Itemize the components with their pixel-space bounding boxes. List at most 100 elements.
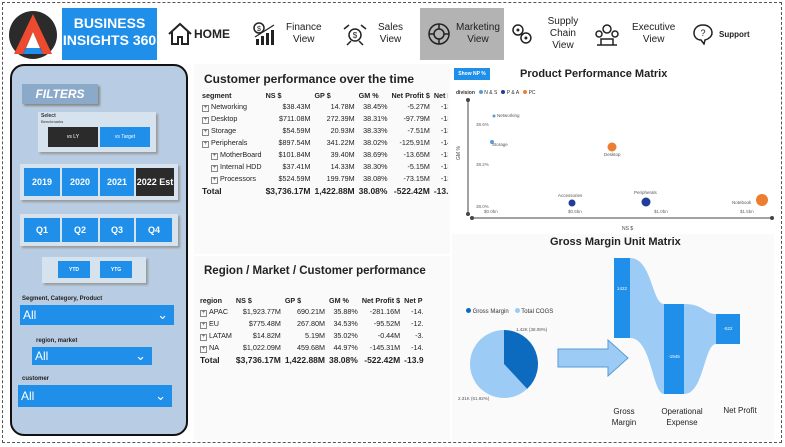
- cell-np: -7.51M: [407, 126, 430, 135]
- quarter-q3-button[interactable]: Q3: [100, 218, 134, 242]
- customer-dropdown[interactable]: All ⌄: [18, 385, 172, 407]
- point-networking[interactable]: [492, 114, 496, 118]
- row-name: APAC: [209, 307, 229, 316]
- col-ns[interactable]: NS $: [265, 91, 282, 100]
- region-performance-table[interactable]: region NS $ GP $ GM % Net Profit $ Net P…: [198, 295, 448, 375]
- chevron-down-icon: ⌄: [135, 348, 146, 363]
- expand-icon[interactable]: +: [200, 310, 207, 317]
- expand-icon[interactable]: +: [211, 153, 218, 160]
- table-row[interactable]: + LATAM $14.82M 5.19M 35.02% -0.44M -3.: [198, 330, 426, 342]
- cell-gp: 39.40M: [330, 150, 355, 159]
- col-gp[interactable]: GP $: [314, 91, 331, 100]
- expand-icon[interactable]: +: [200, 322, 207, 329]
- nav-support[interactable]: ? Support: [692, 8, 772, 60]
- nav-executive-label-1: Executive: [632, 22, 676, 33]
- col-net-profit-pct[interactable]: Net P: [404, 296, 423, 305]
- legend-pc-label: PC: [528, 90, 536, 96]
- region-dropdown[interactable]: All ⌄: [32, 347, 152, 365]
- segment-dropdown[interactable]: All ⌄: [20, 305, 174, 325]
- col-net-profit[interactable]: Net Profit $: [361, 296, 401, 305]
- pie-slice-total-cogs[interactable]: [470, 330, 528, 398]
- customer-performance-table[interactable]: segment NS $ GP $ GM % Net Profit $ Net …: [200, 90, 448, 250]
- col-gm[interactable]: GM %: [328, 296, 349, 305]
- table-row[interactable]: + Peripherals $897.54M 341.22M 38.02% -125.91…: [200, 137, 448, 149]
- period-ytg-button[interactable]: YTG: [100, 261, 132, 278]
- point-accessories[interactable]: [568, 199, 576, 207]
- table-row[interactable]: + APAC $1,923.77M 690.21M 35.88% -281.16M -14.: [198, 306, 426, 318]
- col-net-profit-pct[interactable]: Net P: [433, 91, 448, 100]
- table-row[interactable]: + MotherBoard $101.84M 39.40M 38.69% -13.65M -…: [200, 149, 448, 161]
- expand-icon[interactable]: +: [211, 165, 218, 172]
- nav-executive-view[interactable]: Executive View: [594, 8, 684, 60]
- benchmark-vs-ly[interactable]: vs LY: [48, 127, 98, 147]
- table-row[interactable]: +Desktop $711.08M 272.39M 38.31% -97.79M -13.: [200, 113, 448, 125]
- period-ytd-button[interactable]: YTD: [58, 261, 90, 278]
- benchmark-vs-target[interactable]: vs Target: [100, 127, 150, 147]
- expand-icon[interactable]: +: [200, 346, 207, 353]
- ribbon-bar-gross-margin[interactable]: [614, 258, 630, 338]
- year-2020-button[interactable]: 2020: [62, 168, 98, 196]
- expand-icon[interactable]: +: [200, 334, 207, 341]
- cell-npp: -12.: [411, 319, 424, 328]
- nav-marketing-view[interactable]: Marketing View: [420, 8, 504, 60]
- nav-home-label: HOME: [194, 27, 230, 41]
- nav-finance-view[interactable]: $ Finance View: [252, 8, 332, 60]
- nav-finance-label-2: View: [293, 34, 315, 45]
- expand-icon[interactable]: +: [211, 177, 218, 184]
- expand-icon[interactable]: +: [202, 105, 209, 112]
- expand-icon[interactable]: +: [202, 117, 209, 124]
- x-axis-handle-left[interactable]: [470, 216, 474, 220]
- ribbon-bar-operational-expense[interactable]: [664, 304, 684, 394]
- row-name-cell: + Peripherals: [200, 137, 264, 149]
- benchmark-subcaption: Benchmarks: [41, 119, 64, 124]
- nav-sales-view[interactable]: $ Sales View: [342, 8, 414, 60]
- cell-npp: -13.: [440, 162, 448, 171]
- expand-icon[interactable]: +: [202, 141, 209, 148]
- cell-npp: -13.: [440, 126, 448, 135]
- table-row[interactable]: + EU $775.48M 267.80M 34.53% -95.52M -12.: [198, 318, 426, 330]
- row-name-cell: + Desktop: [200, 113, 264, 125]
- y-axis-handle-top[interactable]: [466, 98, 470, 102]
- table-row[interactable]: +Networking $38.43M 14.78M 38.45% -5.27M -13.: [200, 101, 448, 113]
- quarter-q4-button[interactable]: Q4: [136, 218, 172, 242]
- year-2019-button[interactable]: 2019: [24, 168, 60, 196]
- point-desktop[interactable]: [607, 142, 617, 152]
- benchmark-selector: Select Benchmarks vs LY vs Target: [38, 112, 156, 152]
- table-row[interactable]: + NA $1,022.09M 459.68M 44.97% -145.31M -14.: [198, 342, 426, 354]
- year-2021-button[interactable]: 2021: [100, 168, 134, 196]
- col-segment[interactable]: segment: [202, 91, 232, 100]
- pie-slice-gross-margin[interactable]: [504, 330, 538, 389]
- point-peripherals[interactable]: [641, 197, 651, 207]
- quarter-q2-button[interactable]: Q2: [62, 218, 98, 242]
- nav-home[interactable]: HOME: [166, 8, 236, 60]
- point-storage[interactable]: [490, 140, 494, 144]
- svg-text:$: $: [257, 26, 261, 33]
- cell-gp: 14.33M: [330, 162, 355, 171]
- col-ns[interactable]: NS $: [235, 296, 252, 305]
- show-np-pct-button[interactable]: Show NP %: [454, 68, 490, 80]
- region-dropdown-value: All: [35, 349, 49, 363]
- quarter-q1-button[interactable]: Q1: [24, 218, 60, 242]
- cell-gp: 5.19M: [305, 331, 325, 340]
- year-2022-est-button[interactable]: 2022 Est: [136, 168, 174, 196]
- x-tick-1: $0.0bn: [484, 209, 498, 214]
- y-axis-handle-bottom[interactable]: [466, 212, 470, 216]
- x-axis-handle-right[interactable]: [770, 216, 774, 220]
- cell-gp: 14.78M: [330, 102, 355, 111]
- point-notebook[interactable]: [756, 194, 768, 206]
- cell-npp: -3.: [415, 331, 424, 340]
- row-name-cell: + Storage: [200, 125, 264, 137]
- table-row[interactable]: + Internal HDD $37.41M 14.33M 38.30% -5.15M -1…: [200, 161, 448, 173]
- table-row[interactable]: +Storage $54.59M 20.93M 38.33% -7.51M -13.: [200, 125, 448, 137]
- col-region[interactable]: region: [200, 296, 222, 305]
- ribbon-bar-net-profit[interactable]: [716, 314, 740, 344]
- col-gp[interactable]: GP $: [284, 296, 302, 305]
- cell-npp: -13.: [440, 102, 448, 111]
- table-row[interactable]: + Processors $524.59M 199.79M 38.08% -73.15M -…: [200, 173, 448, 185]
- total-ns: $3,736.17M: [265, 186, 311, 196]
- col-gm[interactable]: GM %: [358, 91, 379, 100]
- expand-icon[interactable]: +: [202, 129, 209, 136]
- col-net-profit[interactable]: Net Profit $: [391, 91, 430, 100]
- nav-supply-chain-view[interactable]: Supply Chain View: [510, 8, 588, 60]
- svg-text:?: ?: [700, 28, 705, 38]
